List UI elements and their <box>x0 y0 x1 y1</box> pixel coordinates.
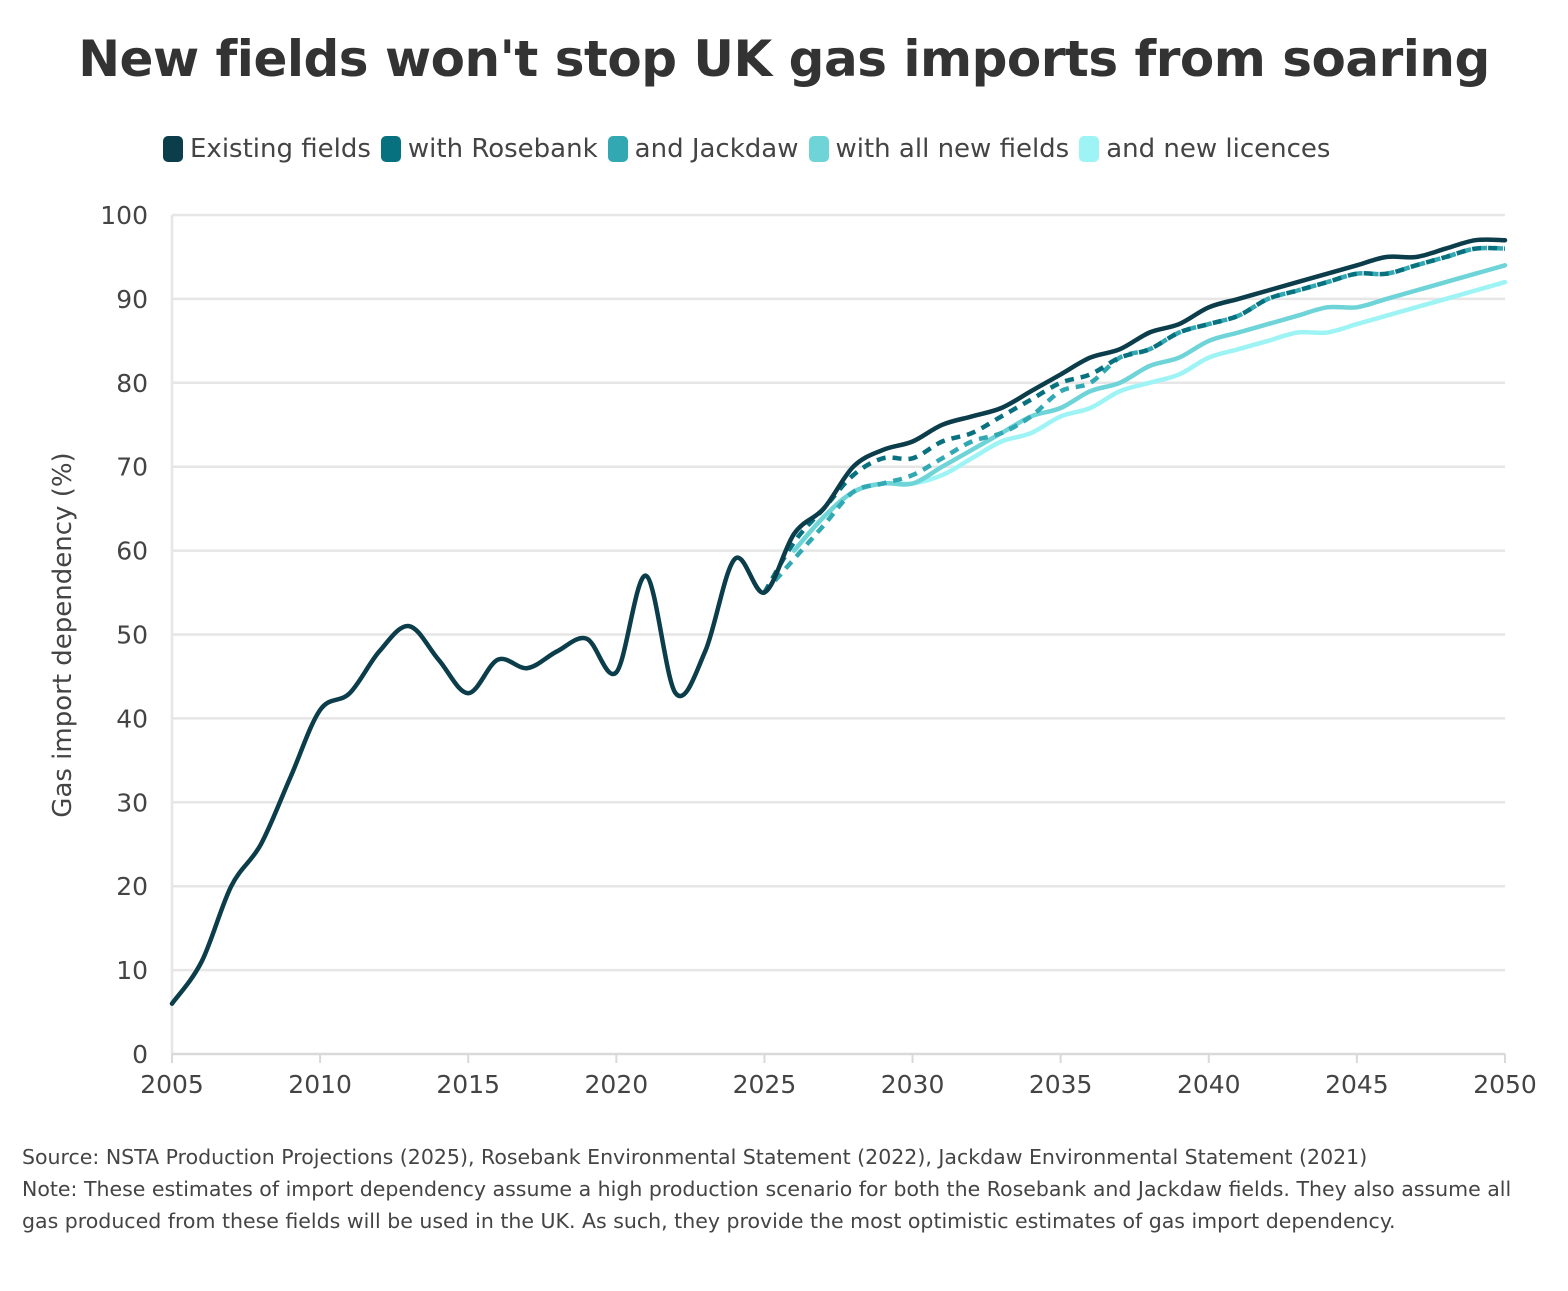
legend-swatch <box>607 136 628 162</box>
x-tick-label: 2005 <box>140 1070 204 1099</box>
series-line-and-new-licences <box>791 279 1508 553</box>
series-line-and-jackdaw <box>762 245 1506 595</box>
legend-label: and Jackdaw <box>634 134 799 164</box>
x-tick-label: 2045 <box>1325 1070 1389 1099</box>
x-tick-label: 2040 <box>1177 1070 1241 1099</box>
legend-swatch <box>1079 136 1100 162</box>
source-note: Source: NSTA Production Projections (202… <box>22 1145 1368 1169</box>
legend-item-existing-fields[interactable]: Existing fields <box>163 134 371 164</box>
y-tick-label: 70 <box>116 453 148 482</box>
x-tick-label: 2030 <box>881 1070 945 1099</box>
x-tick-label: 2015 <box>436 1070 500 1099</box>
y-tick-label: 80 <box>116 369 148 398</box>
y-tick-label: 100 <box>100 201 148 230</box>
y-tick-label: 50 <box>116 621 148 650</box>
legend-item-and-jackdaw[interactable]: and Jackdaw <box>607 134 799 164</box>
chart-legend: Existing fields with Rosebank and Jackda… <box>163 134 1340 164</box>
legend-swatch <box>808 136 829 162</box>
x-tick-label: 2020 <box>585 1070 649 1099</box>
legend-label: and new licences <box>1106 134 1331 164</box>
legend-label: Existing fields <box>190 134 371 164</box>
legend-label: with Rosebank <box>407 134 598 164</box>
y-tick-label: 20 <box>116 872 148 901</box>
legend-swatch <box>163 136 183 162</box>
legend-label: with all new fields <box>835 134 1070 164</box>
y-tick-label: 40 <box>116 704 148 733</box>
methodology-note: Note: These estimates of import dependen… <box>22 1177 1512 1233</box>
chart-footnote: Source: NSTA Production Projections (202… <box>22 1141 1552 1237</box>
x-tick-label: 2025 <box>733 1070 797 1099</box>
series-line-with-rosebank <box>762 245 1506 594</box>
chart-title: New fields won't stop UK gas imports fro… <box>78 30 1490 88</box>
y-tick-label: 10 <box>116 956 148 985</box>
y-tick-label: 60 <box>116 537 148 566</box>
x-tick-label: 2035 <box>1029 1070 1093 1099</box>
series-line-existing-fields <box>169 237 1508 1006</box>
gridlines <box>172 213 1505 972</box>
legend-item-and-new-licences[interactable]: and new licences <box>1079 134 1330 164</box>
series-line-with-all-new-fields <box>791 263 1508 553</box>
y-axis-label: Gas import dependency (%) <box>48 452 78 817</box>
y-tick-label: 30 <box>116 788 148 817</box>
legend-item-with-rosebank[interactable]: with Rosebank <box>380 134 598 164</box>
legend-item-with-all-new-fields[interactable]: with all new fields <box>808 134 1070 164</box>
y-tick-label: 90 <box>116 285 148 314</box>
series-lines <box>169 237 1508 1006</box>
y-tick-label: 0 <box>132 1040 148 1069</box>
x-tick-label: 2050 <box>1473 1070 1537 1099</box>
axes <box>170 215 1506 1063</box>
x-tick-label: 2010 <box>288 1070 352 1099</box>
legend-swatch <box>380 136 401 162</box>
